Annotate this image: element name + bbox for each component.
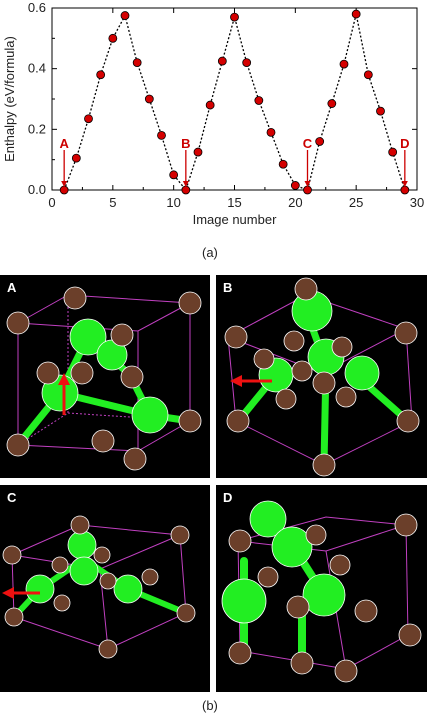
data-point [363, 70, 373, 80]
caption-b: (b) [202, 698, 218, 713]
data-point [351, 9, 361, 19]
panel-label-b: B [223, 280, 233, 295]
displacement-arrow-a [58, 373, 70, 415]
data-point [339, 59, 349, 69]
annotation-arrowhead [61, 181, 68, 187]
annotation-arrowhead [182, 181, 189, 187]
panel-label-a: A [7, 280, 17, 295]
x-tick-label: 15 [227, 195, 241, 210]
data-point [254, 96, 264, 105]
metal-atoms [41, 318, 169, 434]
displacement-arrow-c [2, 587, 40, 599]
metal-atoms [221, 500, 346, 624]
data-point [217, 56, 227, 66]
data-point [303, 185, 312, 195]
data-point [205, 100, 215, 110]
data-point [157, 130, 166, 140]
data-point [327, 99, 337, 108]
data-point [120, 11, 130, 20]
x-tick-label: 5 [109, 195, 116, 210]
data-point [242, 58, 252, 67]
data-point [278, 159, 288, 169]
series-line [63, 13, 406, 192]
data-point [71, 153, 81, 163]
annotation-arrowhead [401, 181, 408, 187]
structure-panel-b: B [216, 275, 427, 478]
data-point [290, 181, 300, 190]
displacement-arrow-b [230, 375, 272, 387]
structure-panel-d: D [216, 485, 427, 692]
data-point [388, 147, 398, 157]
annotation-label: A [59, 136, 69, 151]
data-point [132, 58, 142, 67]
x-axis-label: Image number [193, 212, 277, 227]
panel-label-d: D [223, 490, 233, 505]
caption-a: (a) [202, 245, 218, 260]
x-tick-label: 30 [410, 195, 424, 210]
annotation-label: C [303, 136, 313, 151]
data-point [400, 185, 410, 195]
enthalpy-chart: 0 5 10 15 20 25 30 0.0 0.2 0.4 0.6 Image number Enth… [2, 0, 424, 227]
data-point [108, 33, 118, 43]
annotation-label: D [400, 136, 409, 151]
data-point [266, 127, 276, 137]
annotation-arrowhead [304, 181, 311, 187]
y-tick-label: 0.4 [28, 61, 46, 76]
structure-panel-c: C [0, 485, 210, 692]
x-tick-label: 20 [288, 195, 302, 210]
annotation-label: B [181, 136, 190, 151]
metal-atoms [25, 530, 143, 604]
plot-frame [51, 7, 418, 191]
x-tick-label: 10 [166, 195, 180, 210]
data-point [144, 94, 154, 104]
structure-c-drawing [2, 515, 196, 659]
x-tick-label: 25 [349, 195, 363, 210]
structure-panel-a: A [0, 275, 210, 478]
y-tick-label: 0.6 [28, 0, 46, 15]
structure-a-drawing [6, 286, 202, 471]
anion-atoms [224, 277, 420, 477]
anion-atoms [2, 515, 196, 659]
y-tick-label: 0.0 [28, 182, 46, 197]
data-point [59, 185, 69, 195]
structure-b-drawing [224, 277, 420, 477]
x-tick-label: 0 [48, 195, 55, 210]
structure-d-drawing [221, 500, 422, 683]
y-axis-label: Enthalpy (eV/formula) [2, 36, 17, 162]
panel-label-c: C [7, 490, 17, 505]
data-point [193, 147, 203, 157]
data-point [169, 170, 179, 180]
data-point [96, 70, 106, 80]
anion-atoms [228, 513, 422, 683]
data-point [230, 12, 239, 22]
y-tick-label: 0.2 [28, 121, 46, 136]
data-point [376, 106, 385, 116]
data-point [315, 137, 325, 146]
data-point [181, 185, 191, 195]
data-point [84, 114, 93, 124]
anion-atoms [6, 286, 202, 471]
